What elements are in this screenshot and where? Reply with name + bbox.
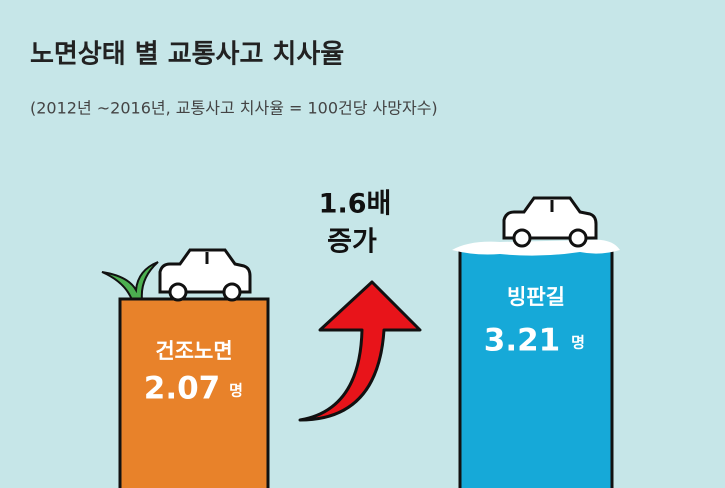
car: [502, 196, 598, 248]
car: [158, 248, 252, 302]
item-unit: 명: [571, 334, 585, 352]
item-value: 3.21: [484, 323, 561, 359]
item-label: 빙판길: [507, 285, 565, 309]
item-label: 건조노면: [155, 339, 232, 363]
change-ratio: 1.6배: [319, 189, 392, 220]
item-value: 2.07: [144, 371, 221, 407]
grass: [101, 261, 159, 301]
title: 노면상태 별 교통사고 치사율: [30, 40, 344, 70]
item-unit: 명: [229, 382, 243, 400]
increase-arrow: [298, 280, 422, 422]
change-label: 증가: [327, 227, 377, 258]
subtitle: (2012년 ~2016년, 교통사고 치사율 = 100건당 사망자수): [30, 99, 438, 118]
dry-road-bar: [118, 297, 270, 488]
